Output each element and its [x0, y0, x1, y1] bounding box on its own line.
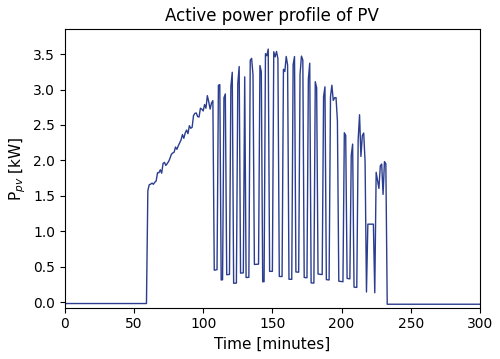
Title: Active power profile of PV: Active power profile of PV: [166, 7, 380, 25]
X-axis label: Time [minutes]: Time [minutes]: [214, 337, 330, 352]
Y-axis label: P$_{pv}$ [kW]: P$_{pv}$ [kW]: [7, 136, 28, 201]
